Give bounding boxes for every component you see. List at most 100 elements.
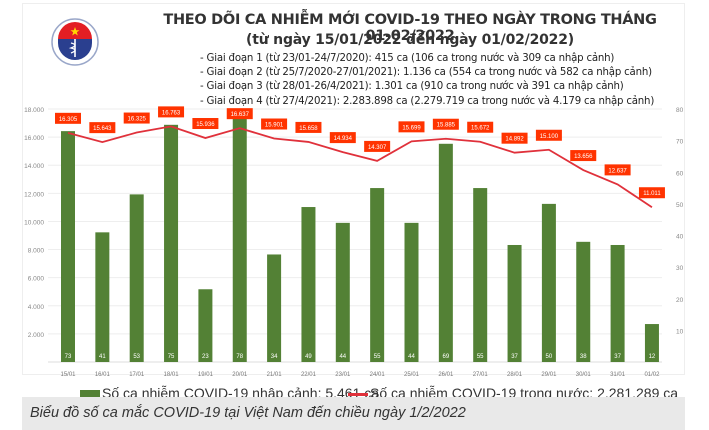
phase-2-text: - Giai đoạn 2 (từ 25/7/2020-27/01/2021):… (200, 67, 652, 79)
line-value-label: 16.637 (231, 112, 250, 118)
x-axis-tick: 21/01 (267, 372, 283, 378)
left-axis-tick: 10.000 (24, 219, 44, 226)
x-axis-tick: 19/01 (198, 372, 214, 378)
phase-1-text: - Giai đoạn 1 (từ 23/01-24/7/2020): 415 … (200, 53, 615, 64)
line-value-label-bg (467, 121, 494, 133)
right-axis-tick: 70 (676, 139, 684, 146)
left-axis-tick: 14.000 (24, 163, 44, 170)
x-axis-tick: 20/01 (232, 372, 248, 378)
bar-imported-cases (61, 131, 75, 362)
bar-imported-cases (232, 115, 247, 362)
left-axis-tick: 4.000 (28, 304, 45, 311)
bar-value-label: 49 (305, 354, 312, 360)
legend-bar-swatch (80, 389, 100, 399)
x-axis-tick: 01/02 (644, 372, 660, 378)
line-value-label-bg (398, 121, 425, 133)
bar-value-label: 12 (649, 354, 656, 360)
left-axis-tick: 8.000 (28, 248, 45, 255)
line-value-label: 14.892 (505, 137, 524, 143)
line-value-label-bg (192, 118, 219, 130)
left-axis-tick: 12.000 (24, 191, 44, 198)
bar-imported-cases (335, 222, 350, 362)
right-axis-tick: 30 (676, 265, 684, 272)
line-value-label: 13.656 (574, 154, 593, 160)
bar-value-label: 73 (65, 354, 72, 360)
left-axis-tick: 2.000 (28, 332, 45, 339)
bar-value-label: 23 (202, 354, 209, 360)
line-domestic-cases (67, 125, 653, 208)
phase-3-text: - Giai đoạn 3 (từ 28/01-26/4/2021): 1.30… (200, 81, 624, 93)
line-value-label-bg (604, 164, 631, 176)
bar-imported-cases (129, 194, 144, 362)
line-value-label: 16.305 (59, 117, 78, 123)
caption-bar: Biểu đồ số ca mắc COVID-19 tại Việt Nam … (22, 397, 685, 430)
bar-imported-cases (576, 241, 591, 362)
bar-value-label: 55 (374, 354, 381, 360)
bar-value-label: 75 (168, 354, 175, 360)
x-axis-tick: 27/01 (473, 372, 489, 378)
line-value-label: 15.936 (196, 122, 215, 128)
bar-value-label: 44 (339, 354, 346, 360)
right-axis-tick: 80 (676, 107, 684, 114)
bar-value-label: 41 (99, 354, 106, 360)
right-axis-tick: 60 (676, 170, 684, 177)
x-axis-tick: 22/01 (301, 372, 317, 378)
phase-4-text: - Giai đoạn 4 (từ 27/4/2021): 2.283.898 … (200, 95, 655, 107)
x-axis-tick: 28/01 (507, 372, 523, 378)
chart-subtitle: (từ ngày 15/01/2022 đến ngày 01/02/2022) (246, 32, 574, 48)
bar-imported-cases (164, 124, 179, 362)
bar-imported-cases (267, 254, 282, 362)
line-value-label: 16.763 (162, 110, 181, 116)
line-value-label-bg (226, 108, 253, 120)
line-value-label-bg (55, 112, 81, 124)
legend-line-swatch (348, 392, 368, 396)
bar-imported-cases (95, 232, 110, 362)
x-axis-tick: 18/01 (164, 372, 180, 378)
x-axis-tick: 16/01 (95, 372, 111, 378)
x-axis-tick: 23/01 (335, 372, 351, 378)
line-value-label-bg (261, 118, 288, 130)
line-value-label-bg (364, 140, 391, 152)
line-value-label-bg (295, 121, 322, 133)
bar-imported-cases (473, 188, 488, 362)
bar-value-label: 38 (580, 354, 587, 360)
right-axis-tick: 50 (676, 202, 684, 209)
left-axis-tick: 16.000 (24, 135, 44, 142)
x-axis-tick: 26/01 (438, 372, 454, 378)
line-value-label: 15.658 (299, 126, 318, 132)
x-axis-tick: 15/01 (60, 372, 76, 378)
line-value-label: 15.699 (402, 125, 421, 131)
bar-imported-cases (301, 207, 316, 362)
line-value-label: 14.307 (368, 145, 387, 151)
right-axis-tick: 10 (676, 328, 684, 335)
line-value-label: 15.643 (93, 126, 112, 132)
chart-title: THEO DÕI CA NHIỄM MỚI COVID-19 THEO NGÀY… (163, 12, 657, 44)
right-axis-tick: 40 (676, 234, 684, 241)
x-axis-tick: 29/01 (541, 372, 557, 378)
left-axis-tick: 6.000 (28, 276, 45, 283)
bar-imported-cases (541, 203, 556, 362)
bar-imported-cases (198, 289, 213, 362)
right-axis-tick: 20 (676, 297, 684, 304)
bar-value-label: 53 (133, 354, 140, 360)
line-value-label: 15.901 (265, 123, 284, 129)
bar-value-label: 78 (236, 354, 243, 360)
x-axis-tick: 25/01 (404, 372, 420, 378)
bar-value-label: 50 (546, 354, 553, 360)
x-axis-tick: 31/01 (610, 372, 626, 378)
bar-value-label: 55 (477, 354, 484, 360)
line-value-label: 15.672 (471, 126, 490, 132)
phase-summary: - Giai đoạn 1 (từ 23/01-24/7/2020): 415 … (200, 52, 654, 109)
bar-imported-cases (404, 222, 419, 362)
line-value-label: 15.100 (540, 134, 559, 140)
ministry-of-health-logo-icon (51, 18, 99, 66)
bar-value-label: 69 (443, 354, 450, 360)
x-axis-tick: 24/01 (370, 372, 386, 378)
x-axis-tick: 17/01 (129, 372, 145, 378)
line-value-label: 15.885 (437, 123, 456, 129)
x-axis-tick: 30/01 (576, 372, 592, 378)
bar-imported-cases (610, 244, 625, 362)
bar-imported-cases (438, 143, 453, 362)
line-value-label: 16.325 (128, 117, 147, 123)
